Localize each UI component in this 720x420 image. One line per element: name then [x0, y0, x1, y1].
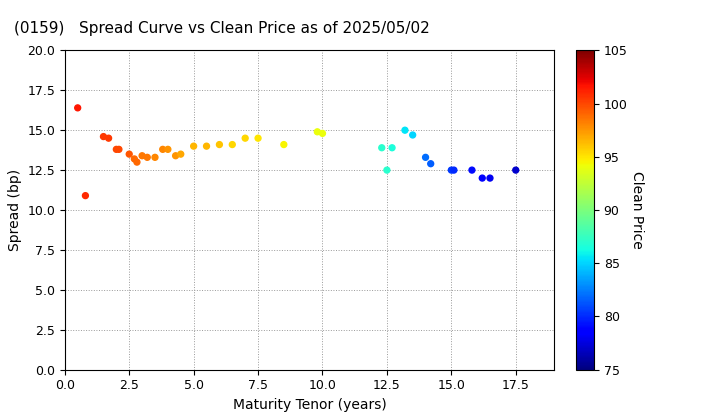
Point [278, 141, 289, 148]
Point [420, 154, 431, 161]
X-axis label: Maturity Tenor (years): Maturity Tenor (years) [233, 398, 387, 412]
Point [477, 175, 488, 181]
Point [227, 141, 238, 148]
Point [129, 155, 140, 162]
Point [485, 175, 496, 181]
Point [80, 192, 91, 199]
Y-axis label: Spread (bp): Spread (bp) [8, 169, 22, 251]
Point [170, 152, 181, 159]
Point [448, 167, 459, 173]
Point [214, 141, 225, 148]
Point [240, 135, 251, 142]
Point [201, 143, 212, 150]
Point [136, 152, 148, 159]
Point [142, 154, 153, 161]
Point [98, 133, 109, 140]
Point [407, 131, 418, 138]
Point [381, 167, 392, 173]
Point [387, 144, 398, 151]
Point [376, 144, 387, 151]
Y-axis label: Clean Price: Clean Price [630, 171, 644, 249]
Point [72, 105, 84, 111]
Point [317, 130, 328, 137]
Point [510, 167, 521, 173]
Point [188, 143, 199, 150]
Point [162, 146, 174, 153]
Point [123, 151, 135, 158]
Point [103, 135, 114, 142]
Point [175, 151, 186, 158]
Point [252, 135, 264, 142]
Point [131, 159, 143, 165]
Point [113, 146, 125, 153]
Point [312, 129, 323, 135]
Point [399, 127, 410, 134]
Point [149, 154, 161, 161]
Point [466, 167, 477, 173]
Point [446, 167, 457, 173]
Point [111, 146, 122, 153]
Text: (0159)   Spread Curve vs Clean Price as of 2025/05/02: (0159) Spread Curve vs Clean Price as of… [14, 21, 430, 36]
Point [157, 146, 168, 153]
Point [425, 160, 436, 167]
